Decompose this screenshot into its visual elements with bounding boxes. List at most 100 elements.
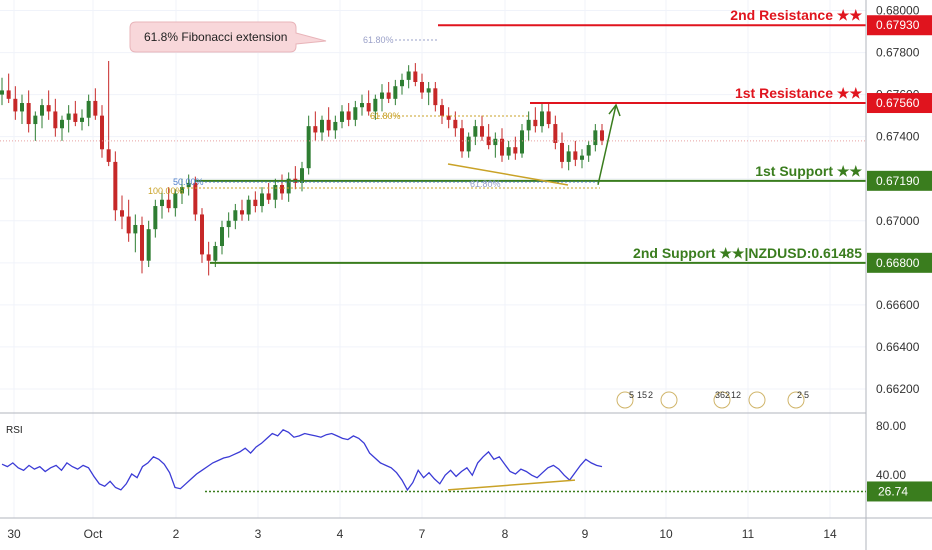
rsi-label: RSI (6, 425, 23, 436)
price-tick-label: 0.67000 (876, 214, 920, 228)
price-tick-label: 0.66600 (876, 298, 920, 312)
candle-body (0, 90, 4, 95)
level-label: 2nd Support ★★|NZDUSD:0.61485 (633, 245, 862, 261)
flag-icon (616, 391, 634, 409)
price-tag (867, 252, 932, 273)
candle-body (106, 149, 111, 162)
date-tick-label: 3 (255, 527, 262, 541)
arrow-head (608, 103, 621, 117)
candle-body (206, 254, 211, 261)
candle-body (586, 145, 591, 156)
level-label: 1st Resistance ★★ (735, 85, 862, 101)
rsi-support-tag (867, 481, 932, 502)
candle-body (20, 103, 24, 112)
candle-body (386, 92, 391, 99)
candle-body (173, 193, 178, 209)
candle-body (260, 193, 264, 207)
candle-body (460, 128, 464, 152)
candle-body (200, 214, 204, 255)
date-tick-label: 4 (337, 527, 344, 541)
candle-body (126, 216, 131, 234)
candle-body (566, 151, 571, 162)
candle-body (193, 182, 198, 215)
event-count: 12 (731, 390, 741, 400)
date-tick-label: 8 (502, 527, 509, 541)
arrow-shaft (597, 104, 617, 185)
candle-body (380, 92, 384, 99)
candle-body (300, 168, 304, 183)
event-count: 15 (637, 390, 647, 400)
candle-body (526, 119, 531, 131)
price-tag-text: 0.67190 (876, 174, 920, 188)
candle-body (73, 113, 78, 122)
price-tag (867, 15, 932, 36)
fib-label-618-low: 61.80% (470, 179, 501, 189)
flag-icon (713, 391, 731, 409)
event-count: 5 (629, 390, 634, 400)
candle-body (520, 130, 524, 154)
candle-body (26, 103, 31, 125)
candle-body (453, 119, 458, 129)
candle-body (133, 224, 138, 234)
candle-body (100, 115, 104, 150)
candle-body (446, 115, 451, 120)
price-tick-label: 0.67400 (876, 130, 920, 144)
candle-body (593, 130, 598, 146)
grid (0, 0, 866, 518)
date-tick-label: 11 (742, 527, 755, 541)
candle-body (273, 185, 278, 200)
date-tick-label: 2 (173, 527, 180, 541)
event-count: 2 (648, 390, 653, 400)
candle-body (320, 119, 324, 133)
candle-body (353, 107, 358, 120)
candle-body (333, 121, 338, 131)
candle-body (493, 138, 498, 146)
candle-body (400, 79, 404, 87)
date-tick-label: 9 (582, 527, 589, 541)
fibonacci-callout-text: 61.8% Fibonacci extension (144, 30, 287, 44)
candle-body (553, 124, 558, 143)
candle-body (326, 119, 331, 131)
level-lines: 2nd Resistance ★★ 1st Resistance ★★ 1st Su… (195, 7, 866, 264)
candle-body (600, 130, 604, 141)
candle-body (226, 220, 231, 228)
candle-body (140, 224, 144, 261)
candle-body (433, 88, 438, 106)
candle-body (86, 100, 91, 118)
price-tag-text: 0.66800 (876, 256, 920, 270)
candle-body (13, 98, 18, 112)
price-tick-label: 0.67800 (876, 46, 920, 60)
candle-body (413, 71, 418, 82)
event-count: 362 (715, 390, 730, 400)
candle-body (546, 111, 551, 125)
candle-body (40, 105, 44, 116)
flag-icon (748, 391, 766, 409)
rsi-pane: RSI 80.00 40.00 26.74 (1, 419, 932, 502)
rsi-trendline (447, 479, 576, 491)
fibonacci-callout: 61.8% Fibonacci extension (129, 21, 327, 53)
candle-body (373, 98, 378, 112)
candle-body (186, 182, 191, 188)
candle-body (166, 199, 171, 209)
candle-body (180, 187, 184, 194)
candle-body (346, 111, 351, 120)
candle-body (146, 229, 151, 261)
price-tag-text: 0.67560 (876, 96, 920, 110)
flag-icon (660, 391, 678, 409)
flag-icon (787, 391, 805, 409)
fib-label-618-mid: 61.80% (370, 111, 401, 121)
candle-body (153, 206, 158, 230)
event-count: 2 (797, 390, 802, 400)
fibonacci-levels: 61.80% 61.80% 50.00% 100.00% 61.80% (148, 35, 600, 196)
candle-body (66, 113, 71, 120)
fib-label-618-top: 61.80% (363, 35, 394, 45)
level-label: 2nd Resistance ★★ (730, 7, 862, 23)
rsi-support-tag-text: 26.74 (878, 484, 908, 498)
candle-body (366, 103, 371, 112)
candle-body (393, 86, 398, 99)
event-markers: 5 15 2 362 12 2 5 (616, 390, 809, 409)
candles (0, 60, 866, 276)
price-tick-label: 0.66400 (876, 340, 920, 354)
candle-body (406, 71, 411, 80)
